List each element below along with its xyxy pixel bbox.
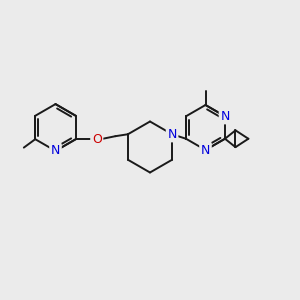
Text: N: N <box>220 110 230 123</box>
Text: N: N <box>201 143 210 157</box>
Text: O: O <box>92 133 102 146</box>
Text: N: N <box>51 144 60 158</box>
Text: N: N <box>167 128 177 141</box>
